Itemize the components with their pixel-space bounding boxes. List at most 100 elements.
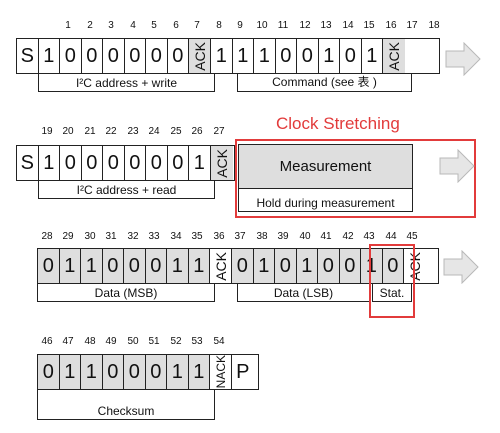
bit-cell: 1 [81,355,103,389]
bit-number: 16 [385,20,397,31]
continue-arrow-icon [439,149,475,183]
bit-number: 43 [363,231,375,242]
nack-bit: NACK [210,355,232,389]
bit-cell: 1 [233,39,254,73]
bit-number: 2 [87,20,93,31]
bit-cell: 0 [38,249,60,283]
bit-cell: 0 [275,249,297,283]
bit-cell: 0 [339,249,361,283]
continue-arrow-icon [443,250,479,284]
bit-cell: 0 [60,146,82,180]
bit-number: 3 [108,20,114,31]
bit-cell: 0 [60,39,82,73]
bit-number: 38 [256,231,268,242]
bit-cell: 0 [125,146,146,180]
bit-number: 29 [62,231,74,242]
address-read-brace: I²C address + read [38,181,215,199]
bit-number: 49 [105,336,117,347]
bit-cell: 0 [102,249,124,283]
bit-cell: 1 [167,355,189,389]
bit-number: 34 [170,231,182,242]
bit-number: 33 [148,231,160,242]
status-bit: 1 [361,249,383,283]
bit-number: 52 [170,336,182,347]
measurement-label: Measurement [279,158,372,175]
ack-label: ACK [213,148,230,178]
bit-cell: 0 [124,249,146,283]
bit-number: 53 [191,336,203,347]
bit-number: 35 [191,231,203,242]
bit-cell: 0 [168,146,189,180]
start-bit: S [17,39,39,73]
bit-cell: 0 [145,249,167,283]
status-brace: Stat. [372,284,412,302]
bit-cell: 0 [82,39,103,73]
stop-bit: P [236,360,250,383]
bit-cell: 1 [253,249,275,283]
bit-cell: 1 [188,355,210,389]
continue-arrow-icon [445,42,481,76]
bit-number: 41 [320,231,332,242]
brace-label: Hold during measurement [256,196,395,210]
bit-number: 36 [213,231,225,242]
ack-bit: ACK [210,146,233,180]
brace-label: Command (see 表 ) [272,75,377,89]
bit-number: 54 [213,336,225,347]
row4-bit-sequence: 0 1 1 0 0 0 1 1 NACK P [37,354,259,390]
bit-number: 17 [406,20,418,31]
bit-cell: 0 [124,355,146,389]
brace-label: Data (MSB) [94,286,158,300]
bit-number: 14 [342,20,354,31]
nack-label: NACK [213,355,228,389]
bit-number: 30 [84,231,96,242]
bit-cell: 1 [254,39,276,73]
data-msb-brace: Data (MSB) [37,284,215,302]
start-bit: S [17,146,39,180]
bit-cell: 0 [168,39,189,73]
bit-number: 47 [62,336,74,347]
bit-cell: 0 [38,355,60,389]
bit-number: 23 [127,126,139,137]
bit-cell: 0 [276,39,297,73]
hold-brace: Hold during measurement [238,189,413,212]
brace-label: I²C address + write [75,76,178,90]
bit-number: 22 [105,126,117,137]
ack-bit: ACK [383,39,405,73]
bit-number: 7 [194,20,200,31]
clock-stretching-label: Clock Stretching [276,114,400,133]
brace-label: I²C address + read [76,183,177,197]
status-highlight [369,244,415,318]
bit-number: 48 [84,336,96,347]
bit-number: 25 [170,126,182,137]
checksum-brace: Checksum [37,390,215,420]
bit-number: 4 [130,20,136,31]
bit-number: 13 [320,20,332,31]
bit-number: 31 [105,231,117,242]
bit-cell: 1 [59,355,81,389]
ack-bit: ACK [210,249,232,283]
bit-number: 28 [41,231,53,242]
bit-number: 26 [191,126,203,137]
clock-stretching-highlight [235,139,476,218]
bit-number: 24 [148,126,160,137]
bit-cell: 1 [319,39,340,73]
bit-cell: 0 [146,146,168,180]
bit-cell: 0 [102,355,124,389]
bit-cell: 0 [146,39,168,73]
bit-cell: 0 [125,39,146,73]
bit-number: 46 [41,336,53,347]
bit-cell: 0 [297,39,319,73]
bit-cell: 0 [103,146,125,180]
row3-bit-sequence: 0 1 1 0 0 0 1 1 ACK 0 1 0 1 0 0 1 0 ACK [37,248,439,284]
bit-cell: 0 [82,146,103,180]
bit-number: 32 [127,231,139,242]
bit-number: 10 [256,20,268,31]
brace-label: Stat. [379,286,405,300]
bit-number: 51 [148,336,160,347]
bit-cell: 1 [189,146,211,180]
bit-number: 19 [41,126,53,137]
bit-cell: 0 [318,249,340,283]
bit-number: 5 [151,20,157,31]
bit-number: 9 [237,20,243,31]
bit-number: 1 [65,20,71,31]
